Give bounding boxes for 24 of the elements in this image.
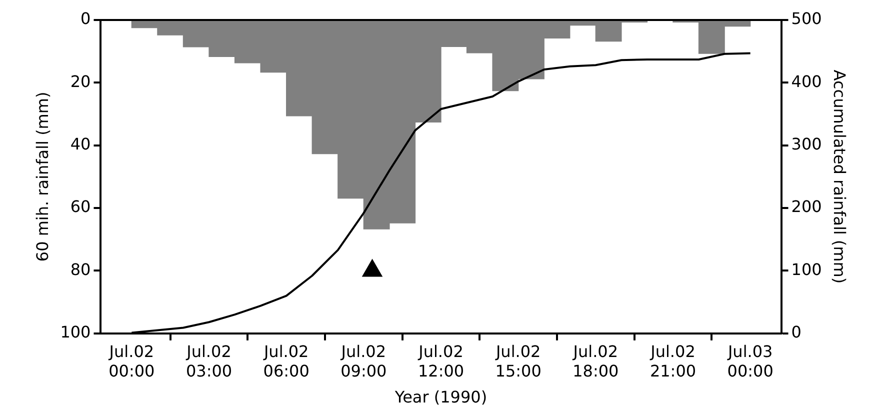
x-tick-label: Jul.03 00:00 (726, 342, 774, 380)
y2-axis-title: Accumulated rainfall (mm) (830, 70, 850, 284)
y-tick-label: 20 (70, 72, 91, 91)
y2-tick-label: 100 (791, 260, 822, 279)
x-tick-label: Jul.02 15:00 (494, 342, 542, 380)
y2-tick-label: 400 (791, 72, 822, 91)
y-axis-title: 60 mih. rainfall (mm) (32, 92, 52, 262)
x-tick-label: Jul.02 09:00 (340, 342, 387, 380)
x-tick-label: Jul.02 12:00 (418, 342, 464, 380)
y-tick-label: 100 (60, 322, 91, 342)
x-tick-label: Jul.02 00:00 (108, 342, 155, 380)
x-axis-title: Year (1990) (394, 388, 488, 407)
y2-tick-label: 200 (791, 197, 822, 216)
y-tick-label: 40 (70, 134, 91, 154)
y2-tick-label: 500 (791, 9, 822, 28)
x-tick-label: Jul.02 06:00 (262, 342, 310, 380)
x-tick-label: Jul.02 18:00 (572, 342, 619, 380)
y-tick-label: 80 (70, 260, 91, 279)
x-tick-label: Jul.02 21:00 (650, 342, 696, 380)
y-tick-label: 0 (80, 9, 91, 28)
y2-tick-label: 300 (791, 134, 822, 154)
y-tick-label: 60 (70, 197, 91, 216)
x-tick-label: Jul.02 03:00 (186, 342, 232, 380)
y2-tick-label: 0 (791, 322, 802, 342)
